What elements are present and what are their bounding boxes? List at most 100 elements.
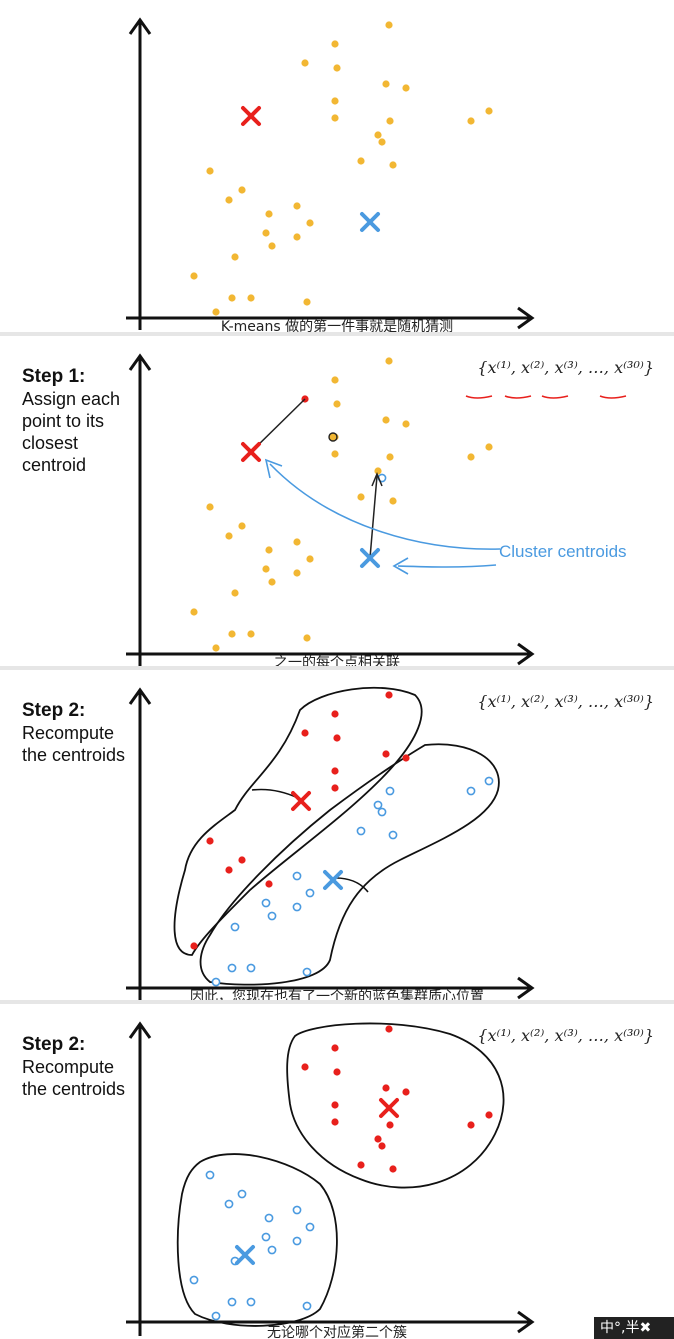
data-point [301, 59, 309, 67]
panel-step-2b: Step 2: Recompute the centroids {x⁽¹⁾, x… [0, 1004, 674, 1339]
set-notation: {x⁽¹⁾, x⁽²⁾, x⁽³⁾, …, x⁽³⁰⁾} [477, 1026, 654, 1045]
data-point [357, 1161, 365, 1169]
data-point [357, 493, 365, 501]
data-point [261, 898, 271, 908]
red-centroid-cross [379, 1098, 399, 1118]
data-point [301, 729, 309, 737]
data-point [374, 467, 382, 475]
notation-underline [465, 395, 493, 399]
data-points [190, 21, 493, 316]
data-point [227, 963, 237, 973]
axes [126, 17, 535, 330]
data-point [331, 710, 339, 718]
move-arrow-blue [335, 877, 369, 893]
arrow-head [371, 472, 383, 487]
notation-underline [599, 395, 627, 399]
panel-3-plot [126, 686, 535, 1000]
data-point [306, 555, 314, 563]
data-point [378, 138, 386, 146]
data-point [231, 589, 239, 597]
data-points [189, 1025, 493, 1321]
data-points [190, 357, 493, 652]
data-point [228, 630, 236, 638]
data-point [303, 298, 311, 306]
data-point [293, 202, 301, 210]
data-point [467, 1121, 475, 1129]
data-point [485, 107, 493, 115]
set-notation: {x⁽¹⁾, x⁽²⁾, x⁽³⁾, …, x⁽³⁰⁾} [477, 358, 654, 377]
panel-step-2a: Step 2: Recompute the centroids {x⁽¹⁾, x… [0, 670, 674, 1000]
data-point [306, 219, 314, 227]
red-cluster-outline [286, 1022, 505, 1189]
notation-underline [541, 395, 569, 399]
data-point [227, 1297, 237, 1307]
data-point [225, 532, 233, 540]
data-point [467, 453, 475, 461]
data-point [292, 902, 302, 912]
data-point [331, 1044, 339, 1052]
panel-1-plot [126, 17, 535, 330]
data-point [485, 1111, 493, 1119]
set-notation: {x⁽¹⁾, x⁽²⁾, x⁽³⁾, …, x⁽³⁰⁾} [477, 692, 654, 711]
data-point [485, 443, 493, 451]
panel-divider [0, 1000, 674, 1004]
red-centroid-cross [241, 106, 261, 126]
data-point [238, 856, 246, 864]
centroid-marks [291, 791, 343, 890]
data-point [205, 1170, 215, 1180]
data-point [212, 308, 220, 316]
data-point [301, 1063, 309, 1071]
data-point [238, 186, 246, 194]
data-point [228, 294, 236, 302]
data-point [382, 416, 390, 424]
data-point [333, 1068, 341, 1076]
step-title: Step 2: [22, 700, 86, 721]
data-point [374, 131, 382, 139]
data-point [292, 871, 302, 881]
panel-random-init: K-means 做的第一件事就是随机猜测 [0, 0, 674, 332]
red-centroid-cross [291, 791, 311, 811]
label-arrow-blue [397, 564, 497, 568]
data-point [267, 1245, 277, 1255]
data-point [264, 1213, 274, 1223]
data-point [206, 837, 214, 845]
data-point [377, 807, 387, 817]
x-axis-arrow [517, 306, 535, 330]
data-point [331, 784, 339, 792]
data-point [262, 229, 270, 237]
assign-line-blue [369, 475, 378, 559]
step-text: Recompute the centroids [22, 723, 126, 765]
step-title: Step 2: [22, 1034, 86, 1055]
data-point [261, 1232, 271, 1242]
data-point [247, 294, 255, 302]
centroid-marks [241, 106, 380, 232]
data-point [333, 734, 341, 742]
data-point [211, 1311, 221, 1321]
data-point [246, 1297, 256, 1307]
data-point [382, 750, 390, 758]
step-description: Step 2: Recompute the centroids [22, 1034, 132, 1100]
data-point [224, 1199, 234, 1209]
data-point [467, 117, 475, 125]
x-axis-arrow [517, 1310, 535, 1334]
data-point [402, 420, 410, 428]
data-point [246, 963, 256, 973]
data-point [293, 233, 301, 241]
data-point [389, 161, 397, 169]
data-point [331, 1101, 339, 1109]
data-point [402, 1088, 410, 1096]
data-point [302, 1301, 312, 1311]
data-point [331, 767, 339, 775]
red-centroid-cross [241, 442, 261, 462]
subtitle-caption: K-means 做的第一件事就是随机猜测 [220, 319, 454, 332]
blue-cluster-outline [176, 1153, 338, 1327]
data-points [190, 691, 494, 987]
y-axis-arrow [128, 353, 152, 371]
label-arrow-red [269, 463, 501, 550]
step-title: Step 1: [22, 366, 86, 387]
data-point [190, 272, 198, 280]
subtitle-caption: 因此，您现在也有了一个新的蓝色集群质心位置 [190, 989, 484, 1000]
centroid-marks [235, 1098, 399, 1265]
data-point [385, 691, 393, 699]
data-point [267, 911, 277, 921]
